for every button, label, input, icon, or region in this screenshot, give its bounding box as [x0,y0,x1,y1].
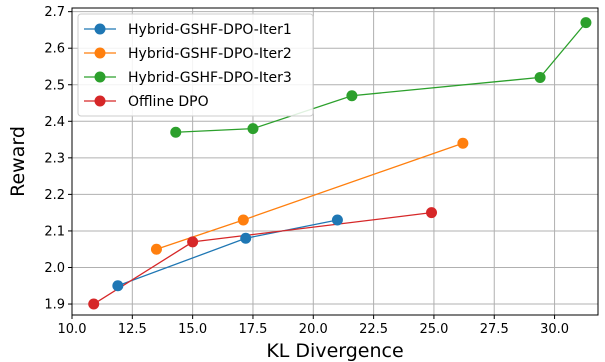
x-tick-label: 10.0 [58,322,87,337]
data-point [457,137,469,149]
y-tick-label: 2.5 [44,78,65,93]
data-point [88,298,100,310]
legend-swatch-marker [94,47,106,59]
y-tick-label: 1.9 [44,298,65,313]
x-tick-label: 20.0 [299,322,328,337]
x-tick-label: 25.0 [419,322,448,337]
legend-box [77,13,314,117]
y-tick-label: 2.6 [44,42,65,57]
series-markers [88,17,592,310]
data-point [237,214,249,226]
legend-swatch-marker [94,71,106,83]
data-point [346,90,358,102]
data-point [534,71,546,83]
x-axis-label: KL Divergence [266,340,403,362]
legend: Hybrid-GSHF-DPO-Iter1 Hybrid-GSHF-DPO-Ite… [77,13,314,117]
data-point [426,207,438,219]
y-tick-label: 2.0 [44,261,65,276]
legend-label: Hybrid-GSHF-DPO-Iter2 [128,46,292,62]
data-point [580,17,592,29]
x-tick-label: 27.5 [480,322,509,337]
y-tick-label: 2.1 [44,224,65,239]
x-tick-label: 30.0 [540,322,569,337]
series-line-4 [93,212,432,305]
plot-frame [71,7,599,316]
legend-label: Offline DPO [128,94,209,110]
y-tick-label: 2.2 [44,188,65,203]
data-point [170,126,182,138]
x-tick-label: 15.0 [178,322,207,337]
legend-swatch-marker [94,23,106,35]
legend-label: Hybrid-GSHF-DPO-Iter3 [128,70,292,86]
data-point [247,123,259,135]
series-line-1 [117,219,338,287]
x-axis-ticks: 10.0 12.5 15.0 17.5 20.0 22.5 25.0 27.5 30.0 [58,315,569,337]
series-line-2 [156,142,464,250]
y-axis-ticks: 1.9 2.0 2.1 2.2 2.3 2.4 2.5 2.6 2.7 [44,5,72,313]
legend-label: Hybrid-GSHF-DPO-Iter1 [128,22,292,38]
y-tick-label: 2.3 [44,151,65,166]
data-point [240,232,252,244]
legend-swatch-marker [94,95,106,107]
data-point [150,243,162,255]
grid-lines [71,8,598,315]
data-point [187,236,199,248]
x-tick-label: 22.5 [359,322,388,337]
data-point [112,280,124,292]
x-tick-label: 12.5 [118,322,147,337]
y-tick-label: 2.7 [44,5,65,20]
x-tick-label: 17.5 [238,322,267,337]
data-point [331,214,343,226]
y-axis-label: Reward [7,126,29,197]
y-tick-label: 2.4 [44,115,65,130]
